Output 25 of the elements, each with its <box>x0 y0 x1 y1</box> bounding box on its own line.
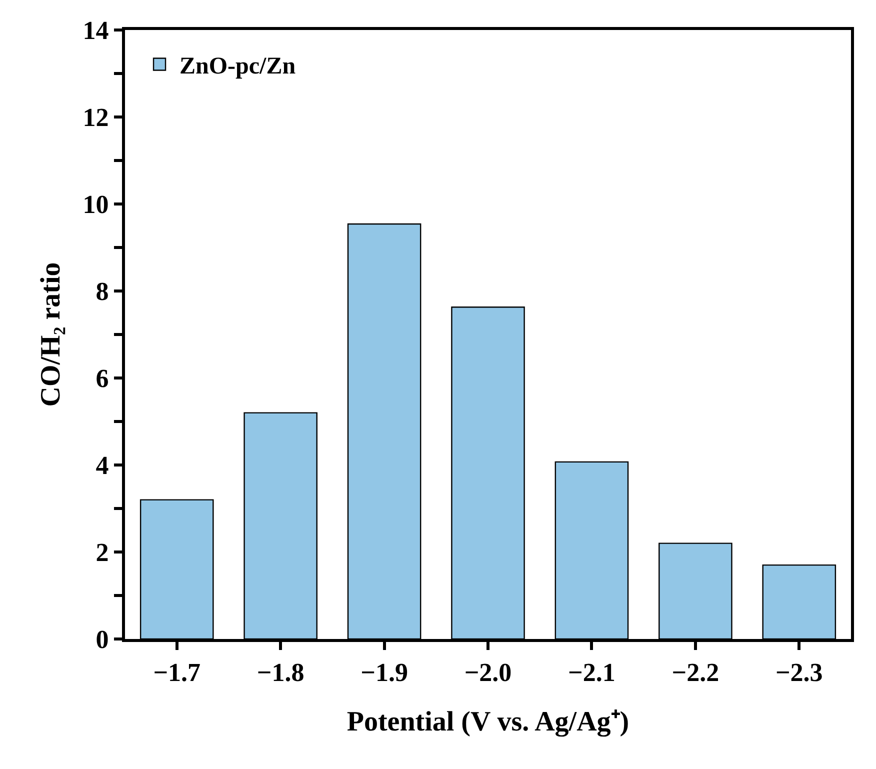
y-tick-label: 14 <box>82 16 109 46</box>
y-tick-label: 8 <box>96 277 109 306</box>
x-axis-title: Potential (V vs. Ag/Ag⁺) <box>346 706 630 738</box>
legend-label: ZnO-pc/Zn <box>180 54 296 80</box>
bar <box>554 461 629 639</box>
y-tick-label: 12 <box>82 103 109 132</box>
y-tick-label: 10 <box>82 190 109 220</box>
y-tick-label: 6 <box>96 364 109 394</box>
y-axis-title: CO/H₂ ratio <box>36 262 66 407</box>
x-tick-label: −2.3 <box>775 658 823 688</box>
bar <box>658 542 732 639</box>
x-tick-label: −1.8 <box>256 658 304 688</box>
bar <box>762 564 836 639</box>
bar <box>140 499 214 639</box>
y-tick-label: 4 <box>96 451 109 480</box>
bar <box>347 223 422 639</box>
x-tick-label: −1.9 <box>360 658 408 688</box>
bar <box>451 306 525 639</box>
y-tick-label: 0 <box>96 625 109 654</box>
y-tick-label: 2 <box>96 538 109 568</box>
bar <box>244 412 318 639</box>
x-tick-label: −2.2 <box>672 658 720 688</box>
x-tick-label: −2.0 <box>464 658 512 688</box>
x-tick-label: −1.7 <box>153 658 201 688</box>
x-tick-label: −2.1 <box>568 658 616 688</box>
